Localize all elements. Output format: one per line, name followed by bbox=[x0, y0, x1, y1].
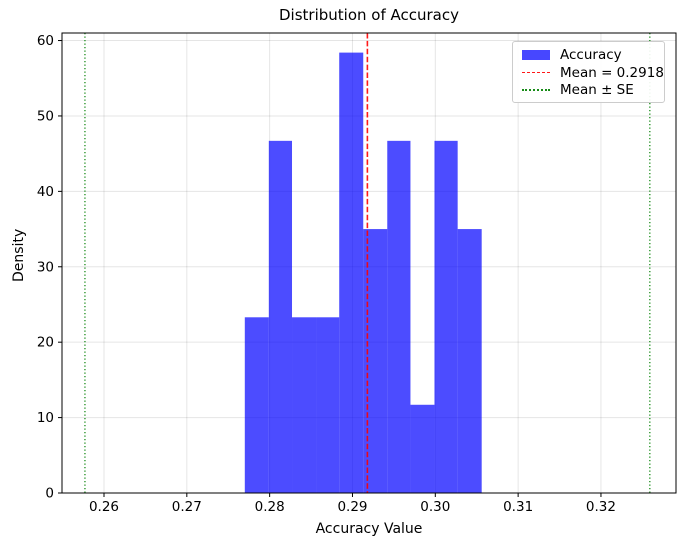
y-tick-label: 20 bbox=[37, 335, 54, 351]
legend-label: Accuracy bbox=[560, 46, 622, 63]
chart-title: Distribution of Accuracy bbox=[279, 6, 459, 24]
legend-swatch-patch-icon bbox=[522, 49, 550, 60]
legend-swatch-dashed-line-icon bbox=[522, 72, 550, 73]
x-tick-label: 0.30 bbox=[420, 499, 450, 515]
legend-item-se: Mean ± SE bbox=[522, 81, 664, 99]
x-tick-label: 0.31 bbox=[503, 499, 533, 515]
histogram-bar bbox=[434, 140, 458, 493]
axes-frame bbox=[61, 32, 677, 494]
histogram-bar bbox=[457, 229, 482, 494]
x-tick-label: 0.28 bbox=[255, 499, 285, 515]
x-tick-label: 0.27 bbox=[172, 499, 202, 515]
y-tick-label: 50 bbox=[37, 108, 54, 124]
histogram-bar bbox=[387, 140, 411, 493]
legend-swatch-dotted-line-icon bbox=[522, 89, 550, 92]
histogram-bar bbox=[410, 404, 435, 493]
legend-item-mean: Mean = 0.2918 bbox=[522, 64, 664, 82]
x-tick-label: 0.32 bbox=[586, 499, 616, 515]
legend-label: Mean ± SE bbox=[560, 82, 634, 99]
legend-label: Mean = 0.2918 bbox=[560, 64, 664, 81]
histogram-bar bbox=[339, 52, 364, 493]
y-tick-label: 30 bbox=[37, 259, 54, 275]
histogram-bar bbox=[292, 317, 317, 493]
y-tick-label: 60 bbox=[37, 33, 54, 49]
y-tick-label: 40 bbox=[37, 184, 54, 200]
x-tick-label: 0.26 bbox=[89, 499, 119, 515]
x-tick-label: 0.29 bbox=[337, 499, 367, 515]
y-axis-label: Density bbox=[11, 228, 27, 282]
x-axis-label: Accuracy Value bbox=[315, 521, 423, 537]
histogram-bar bbox=[268, 140, 293, 493]
y-tick-label: 0 bbox=[45, 486, 54, 502]
legend-item-accuracy: Accuracy bbox=[522, 46, 664, 64]
histogram-bar bbox=[244, 317, 269, 493]
histogram-bar bbox=[316, 317, 340, 493]
y-tick-label: 10 bbox=[37, 410, 54, 426]
legend: Accuracy Mean = 0.2918 Mean ± SE bbox=[512, 41, 665, 103]
